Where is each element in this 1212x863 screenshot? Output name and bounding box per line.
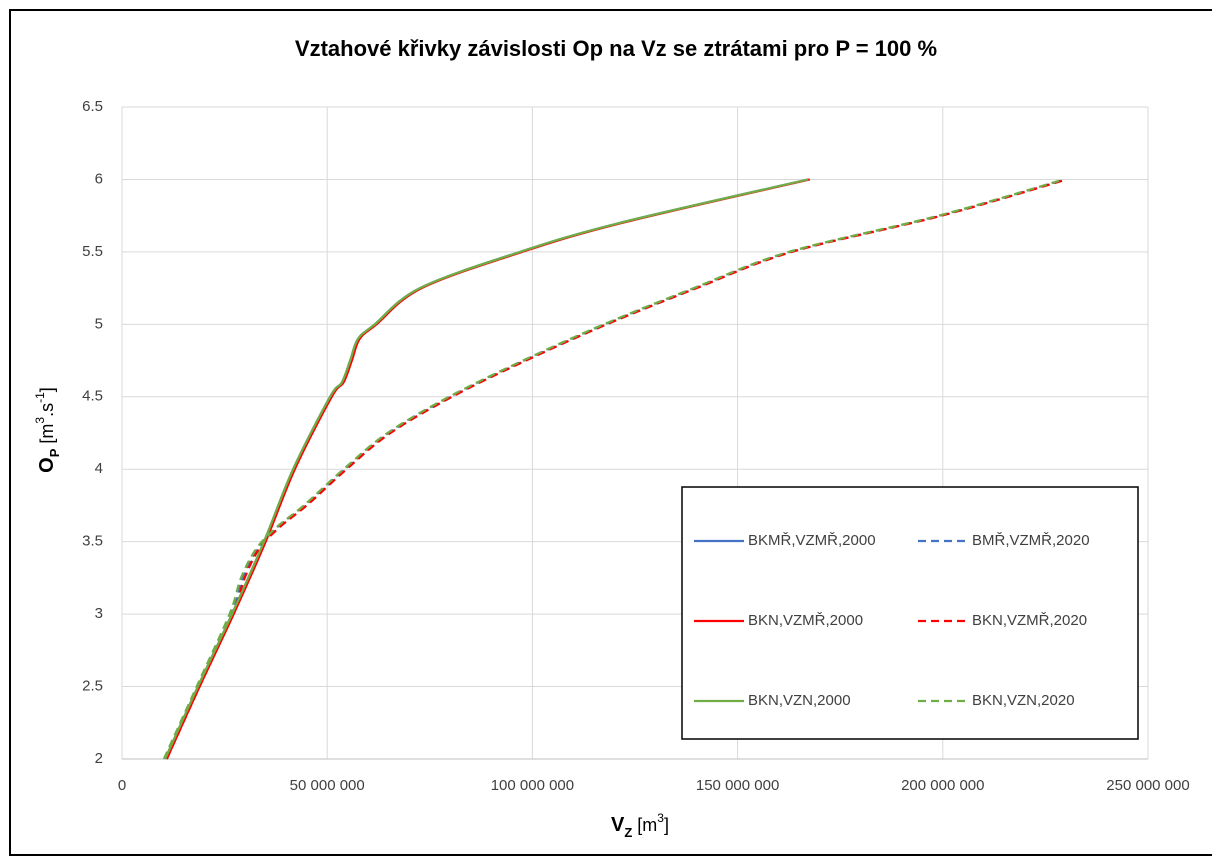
legend-label: BKN,VZN,2000 xyxy=(748,692,851,709)
axis-label-part: V xyxy=(611,814,625,836)
y-tick-label: 4 xyxy=(95,460,103,477)
x-tick-label: 150 000 000 xyxy=(696,777,779,794)
x-tick-label: 250 000 000 xyxy=(1106,777,1189,794)
axis-label-part: .s xyxy=(37,403,57,417)
axis-label-part: ] xyxy=(37,387,57,392)
axis-label-part: P xyxy=(47,448,62,457)
x-tick-label: 200 000 000 xyxy=(901,777,984,794)
legend-label: BKN,VZMŘ,2020 xyxy=(972,612,1087,629)
axis-label-part: [m xyxy=(632,815,657,835)
y-tick-label: 6.5 xyxy=(82,98,103,115)
y-tick-label: 2 xyxy=(95,750,103,767)
legend-box xyxy=(681,486,1139,740)
legend-label: BKN,VZN,2020 xyxy=(972,692,1075,709)
x-tick-label: 50 000 000 xyxy=(290,777,365,794)
axis-label-part: O xyxy=(36,457,58,473)
y-tick-label: 3.5 xyxy=(82,533,103,550)
x-tick-label: 0 xyxy=(118,777,126,794)
y-tick-label: 2.5 xyxy=(82,678,103,695)
legend-label: BKN,VZMŘ,2000 xyxy=(748,612,863,629)
legend-label: BKMŘ,VZMŘ,2000 xyxy=(748,532,876,549)
x-axis-label: VZ [m3] xyxy=(611,811,669,840)
axis-label-part: -1 xyxy=(33,392,47,403)
y-axis-label: OP [m3.s-1] xyxy=(33,387,62,473)
axis-label-part: [m xyxy=(37,424,57,449)
x-tick-label: 100 000 000 xyxy=(491,777,574,794)
axis-label-part: ] xyxy=(664,815,669,835)
series-line xyxy=(164,178,809,760)
y-tick-label: 4.5 xyxy=(82,388,103,405)
chart-title: Vztahové křivky závislosti Op na Vz se z… xyxy=(295,36,937,61)
y-tick-label: 5.5 xyxy=(82,243,103,260)
y-tick-label: 5 xyxy=(95,315,103,332)
axis-label-part: 3 xyxy=(657,811,664,825)
y-tick-label: 3 xyxy=(95,605,103,622)
legend-label: BMŘ,VZMŘ,2020 xyxy=(972,532,1090,549)
axis-label-part: 3 xyxy=(33,417,47,424)
series-line xyxy=(162,178,1065,760)
y-tick-label: 6 xyxy=(95,170,103,187)
axis-label-part: Z xyxy=(624,825,632,840)
